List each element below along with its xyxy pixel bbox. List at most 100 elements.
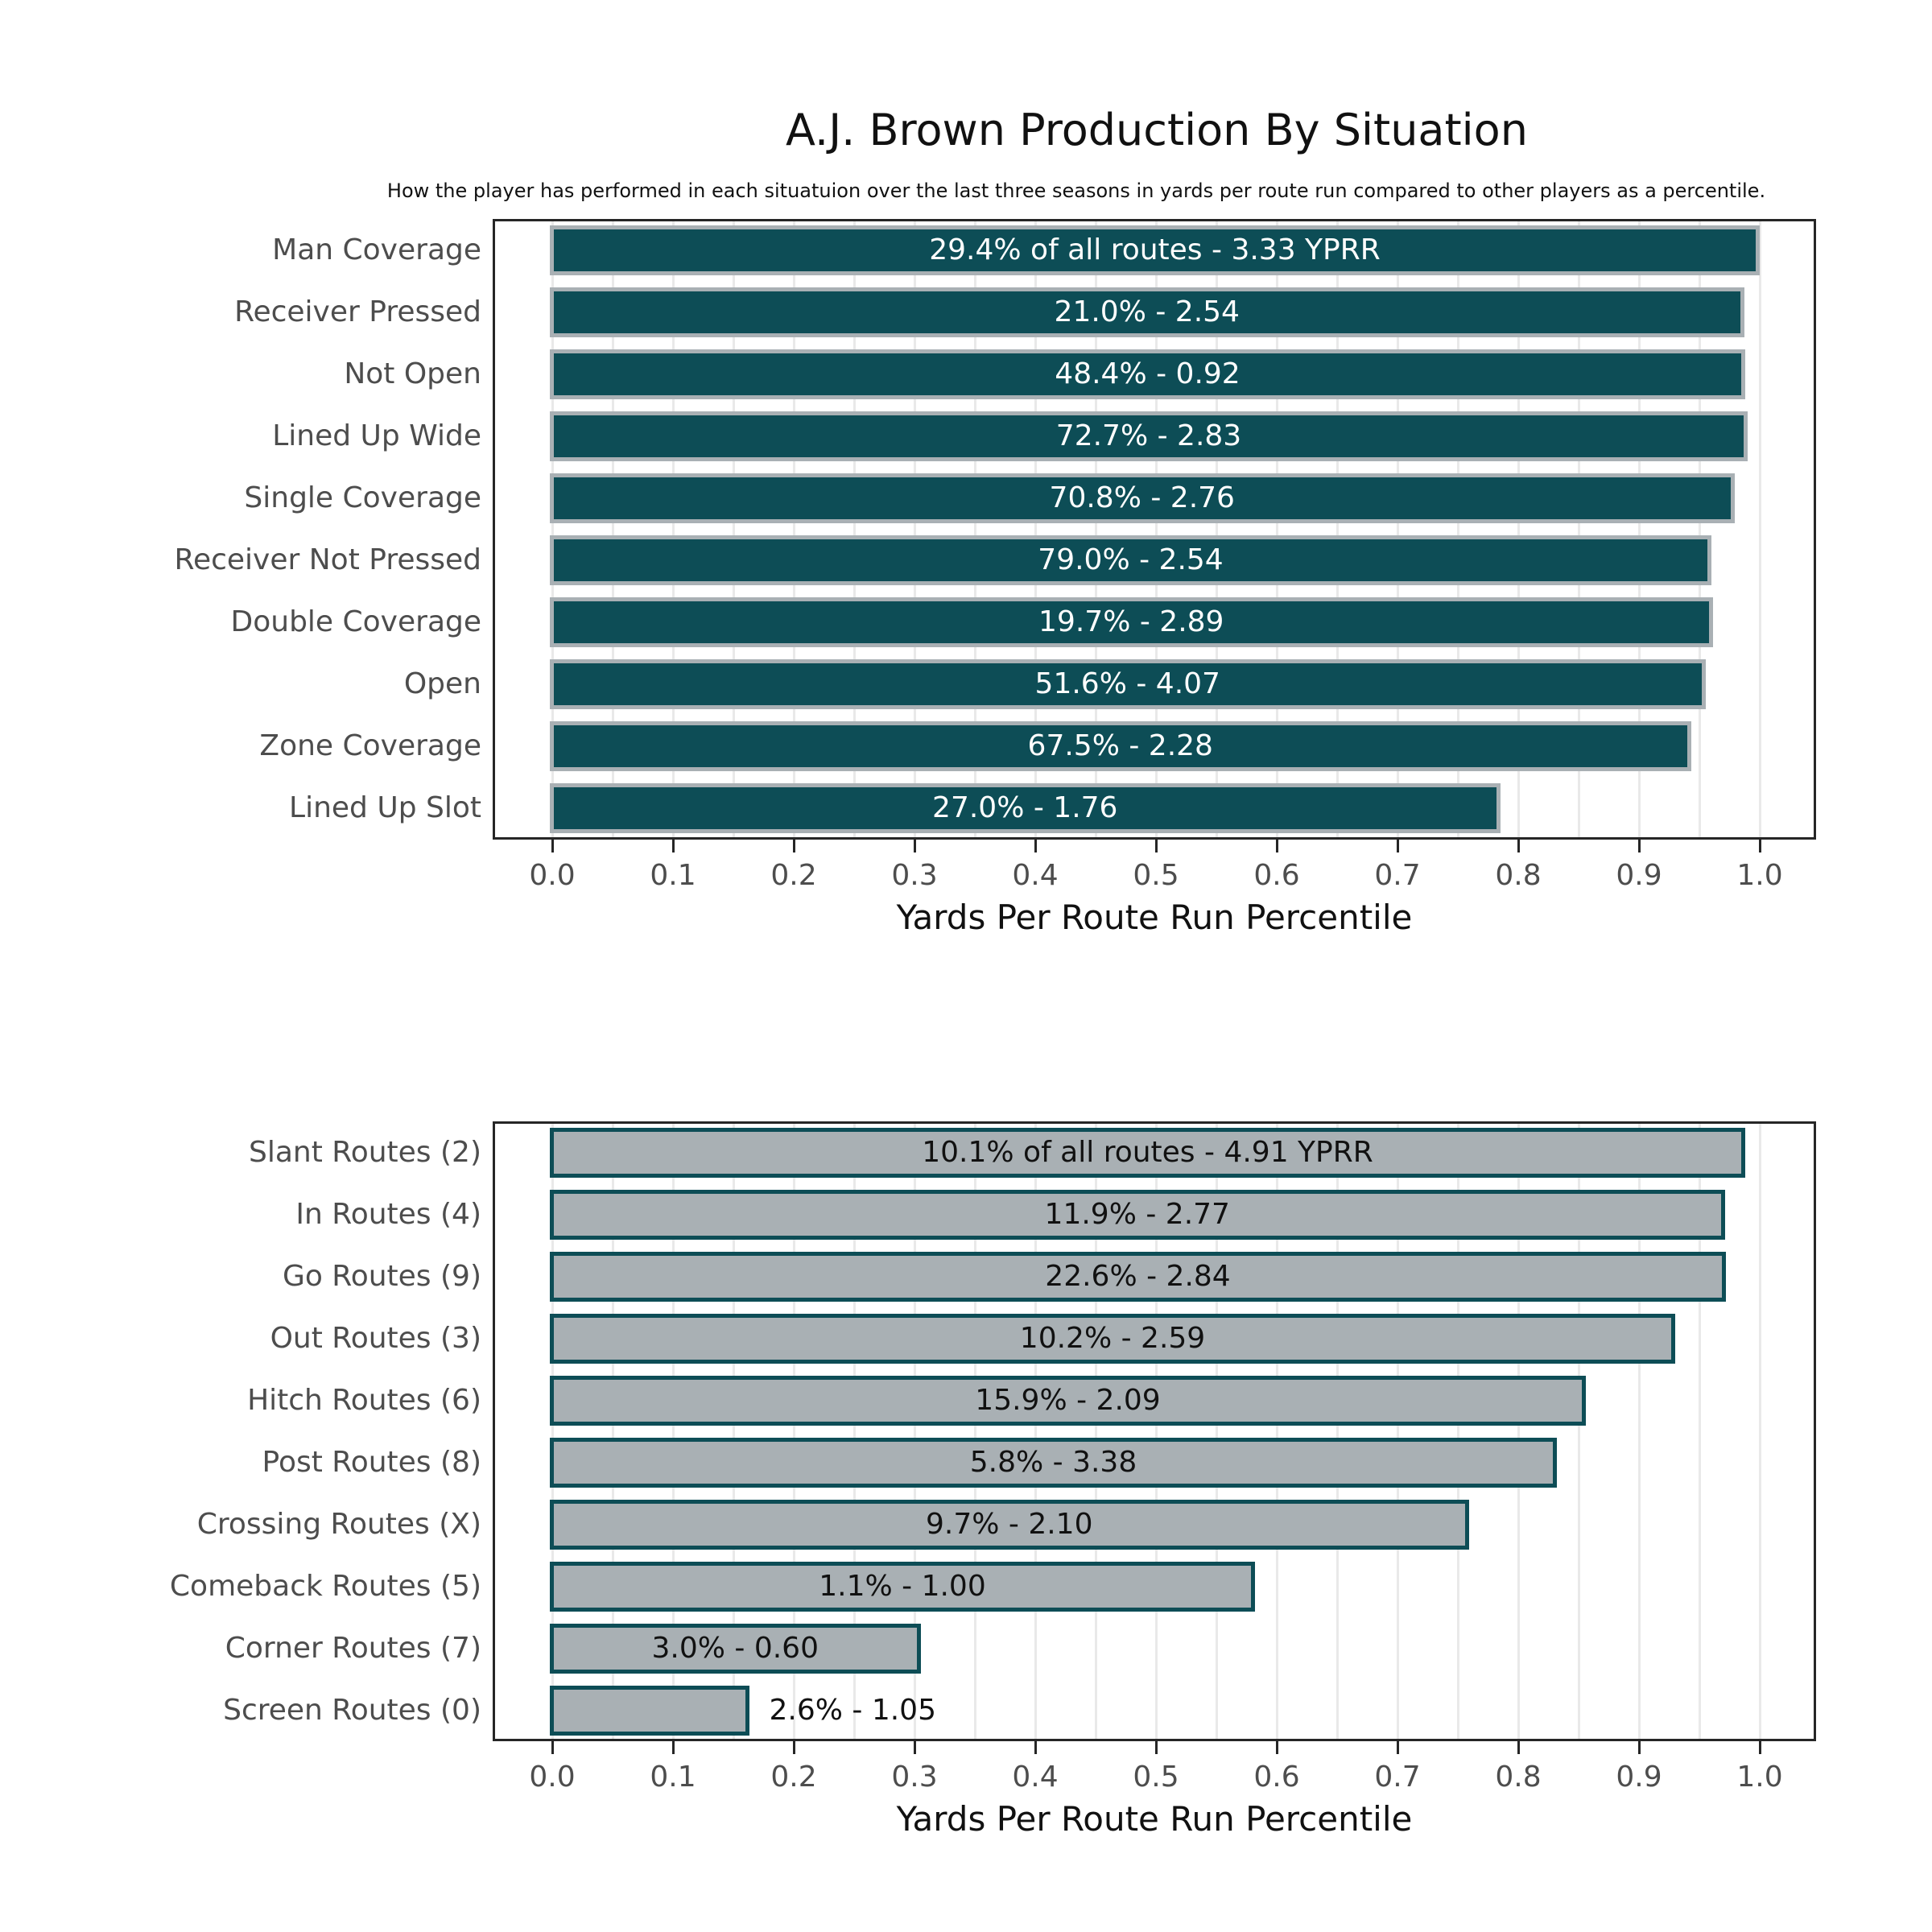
x-tick (1154, 1741, 1158, 1754)
x-tick (551, 840, 554, 852)
x-tick (1396, 840, 1399, 852)
x-tick-label: 0.8 (1495, 1761, 1542, 1794)
x-tick-label: 0.5 (1133, 859, 1179, 892)
bar-value-label: 29.4% of all routes - 3.33 YPRR (929, 233, 1381, 266)
bar-production-by-coverage-situation (550, 783, 1501, 834)
x-tick (1637, 840, 1641, 852)
x-gridline (1215, 1124, 1218, 1739)
category-label: Comeback Routes (5) (169, 1569, 481, 1603)
plot-frame (493, 219, 1816, 840)
x-gridline (1456, 221, 1459, 837)
x-axis-title: Yards Per Route Run Percentile (896, 898, 1413, 937)
bar-value-label: 48.4% - 0.92 (1055, 357, 1241, 390)
x-gridline (913, 1124, 916, 1739)
bar-production-by-coverage-situation (550, 349, 1745, 399)
category-label: Receiver Not Pressed (174, 543, 481, 577)
x-tick-label: 0.4 (1012, 1761, 1059, 1794)
category-label: Slant Routes (2) (249, 1135, 481, 1169)
bar-production-by-coverage-situation (550, 721, 1691, 772)
x-gridline (732, 1124, 735, 1739)
x-tick (1396, 1741, 1399, 1754)
x-gridline (1517, 1124, 1520, 1739)
x-gridline (1577, 221, 1580, 837)
bar-production-by-route-type (550, 1313, 1675, 1364)
x-gridline (792, 221, 795, 837)
x-axis-title: Yards Per Route Run Percentile (896, 1799, 1413, 1839)
bar-production-by-coverage-situation (550, 287, 1744, 337)
bar-production-by-coverage-situation (550, 659, 1706, 710)
category-label: Post Routes (8) (262, 1445, 481, 1479)
x-tick (1275, 840, 1278, 852)
x-gridline (551, 221, 554, 837)
x-tick-label: 0.3 (891, 859, 938, 892)
x-tick-label: 0.7 (1374, 1761, 1421, 1794)
x-tick-label: 0.6 (1253, 859, 1300, 892)
x-gridline (1275, 221, 1278, 837)
x-gridline (1396, 221, 1399, 837)
bar-value-label: 51.6% - 4.07 (1034, 667, 1220, 701)
x-tick (792, 840, 795, 852)
x-gridline (852, 221, 856, 837)
bar-value-label: 70.8% - 2.76 (1049, 481, 1235, 514)
bar-production-by-route-type (550, 1189, 1725, 1240)
bar-production-by-coverage-situation (550, 225, 1760, 275)
figure-title: A.J. Brown Production By Situation (786, 105, 1528, 155)
category-label: Man Coverage (272, 233, 481, 266)
bar-value-label: 9.7% - 2.10 (926, 1507, 1093, 1541)
x-tick-label: 0.6 (1253, 1761, 1300, 1794)
x-gridline (852, 1124, 856, 1739)
category-label: Crossing Routes (X) (196, 1507, 481, 1541)
x-gridline (1637, 1124, 1641, 1739)
bar-value-label: 72.7% - 2.83 (1055, 419, 1242, 452)
x-tick (671, 1741, 675, 1754)
x-tick (1034, 840, 1037, 852)
x-tick-label: 1.0 (1736, 859, 1783, 892)
bar-production-by-coverage-situation (550, 411, 1748, 461)
x-gridline (1275, 1124, 1278, 1739)
x-gridline (1577, 1124, 1580, 1739)
x-tick (1275, 1741, 1278, 1754)
x-tick-label: 0.0 (529, 1761, 576, 1794)
x-gridline (1698, 1124, 1701, 1739)
bar-value-label: 27.0% - 1.76 (932, 791, 1118, 825)
category-label: Not Open (344, 357, 481, 390)
x-gridline (1758, 1124, 1761, 1739)
bar-production-by-route-type (550, 1375, 1586, 1426)
category-label: Screen Routes (0) (223, 1693, 481, 1727)
x-gridline (792, 1124, 795, 1739)
x-tick-label: 0.7 (1374, 859, 1421, 892)
x-tick (1517, 1741, 1520, 1754)
x-gridline (1094, 221, 1097, 837)
bar-value-label: 22.6% - 2.84 (1045, 1259, 1231, 1293)
bar-production-by-coverage-situation (550, 535, 1711, 586)
category-label: Go Routes (9) (282, 1259, 481, 1293)
category-label: Open (403, 667, 481, 701)
x-tick (792, 1741, 795, 1754)
bar-value-label: 10.2% - 2.59 (1019, 1321, 1206, 1355)
x-tick (1758, 840, 1761, 852)
x-tick-label: 0.1 (650, 1761, 696, 1794)
x-tick (1154, 840, 1158, 852)
bar-value-label: 79.0% - 2.54 (1038, 543, 1224, 577)
category-label: Corner Routes (7) (225, 1631, 481, 1665)
x-gridline (611, 221, 614, 837)
x-gridline (732, 221, 735, 837)
category-label: Lined Up Slot (289, 791, 481, 825)
x-tick (671, 840, 675, 852)
x-gridline (913, 221, 916, 837)
x-tick (1034, 1741, 1037, 1754)
x-tick-label: 0.8 (1495, 859, 1542, 892)
x-tick-label: 0.9 (1616, 1761, 1662, 1794)
bar-value-label: 2.6% - 1.05 (769, 1693, 937, 1727)
category-label: Hitch Routes (6) (247, 1383, 481, 1417)
x-gridline (973, 221, 976, 837)
x-gridline (973, 1124, 976, 1739)
x-gridline (1034, 221, 1037, 837)
bar-value-label: 11.9% - 2.77 (1044, 1197, 1230, 1231)
x-tick (1517, 840, 1520, 852)
x-tick-label: 1.0 (1736, 1761, 1783, 1794)
x-gridline (671, 1124, 675, 1739)
plot-frame (493, 1121, 1816, 1741)
